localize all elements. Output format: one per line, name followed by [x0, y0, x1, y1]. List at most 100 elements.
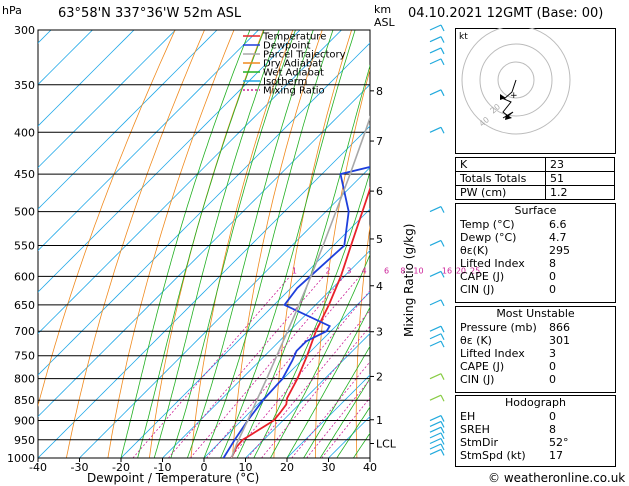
pressure-tick-label: 550	[14, 239, 35, 252]
isotherm-line	[203, 291, 370, 458]
wet-adiabat-line	[187, 30, 314, 458]
wind-barb-flag	[440, 240, 445, 247]
surface-row-cape: CAPE (J) 0	[456, 270, 615, 283]
surface-row-dewp: Dewp (°C) 4.7	[456, 231, 615, 244]
wind-barb	[429, 24, 442, 31]
mixing-ratio-label: 1	[292, 266, 297, 275]
wet-adiabat-line	[253, 170, 370, 458]
wet-adiabat-line	[203, 30, 334, 458]
pressure-tick-label: 600	[14, 270, 35, 283]
wet-adiabat-line	[220, 30, 356, 458]
wind-barb	[429, 239, 442, 247]
hodo-value-stmdir: 52°	[549, 436, 569, 449]
plot-frame	[37, 29, 371, 459]
asl-unit-label: ASL	[374, 16, 395, 29]
index-label-pw: PW (cm)	[455, 185, 546, 200]
wind-barb-flag	[440, 299, 445, 307]
index-value-pw: 1.2	[545, 185, 615, 200]
legend-label: Dewpoint	[263, 41, 311, 52]
hodo-value-sreh: 8	[549, 423, 556, 436]
surface-value-cape: 0	[549, 270, 556, 283]
surface-label-cape: CAPE (J)	[460, 270, 505, 283]
wind-barb	[429, 437, 442, 445]
wind-barb	[429, 448, 442, 455]
hodo-label-stmdir: StmDir	[460, 436, 499, 449]
legend-label: Temperature	[262, 32, 326, 43]
series-temperature-line	[230, 186, 370, 458]
wind-barb-flag	[440, 333, 445, 341]
mu-row-pressure: Pressure (mb) 866	[456, 321, 615, 334]
hodograph-plot: kt 20 40 +	[455, 25, 616, 158]
km-tick-label: LCL	[376, 437, 397, 450]
mu-label-cape: CAPE (J)	[460, 360, 505, 373]
wind-barb-flag	[440, 58, 445, 66]
mixing-ratio-line	[206, 276, 360, 458]
series-dewpoint-line	[222, 166, 370, 458]
hodo-row-eh: EH 0	[456, 410, 615, 423]
wind-barb-flag	[440, 449, 445, 456]
legend-label: Isotherm	[263, 77, 307, 88]
pressure-tick-label: 900	[14, 415, 35, 428]
hodograph-panel: Hodograph EH 0 SREH 8 StmDir 52° StmSpd (kt…	[455, 395, 616, 467]
mixing-ratio-label: 6	[384, 266, 389, 275]
wind-barb-flag	[440, 340, 445, 348]
wet-adiabat-line	[286, 306, 370, 458]
isotherm-line	[286, 374, 370, 458]
mu-row-lifted-index: Lifted Index 3	[456, 347, 615, 360]
pressure-tick-label: 1000	[7, 452, 35, 465]
most-unstable-title: Most Unstable	[496, 307, 575, 320]
mixing-ratio-label: 25	[470, 266, 480, 275]
surface-row-theta-e: θε(K) 295	[456, 244, 615, 257]
x-tick-label: -10	[154, 461, 172, 474]
mixing-ratio-line	[190, 276, 345, 458]
surface-label-theta-e: θε(K)	[460, 244, 489, 257]
x-tick-label: 0	[201, 461, 208, 474]
legend-label: Wet Adiabat	[263, 68, 324, 79]
isotherm-line	[245, 332, 370, 458]
wind-barb	[429, 126, 442, 133]
wind-barb	[429, 414, 442, 422]
mu-label-pressure: Pressure (mb)	[460, 321, 537, 334]
location-title: 63°58'N 337°36'W 52m ASL	[58, 6, 242, 21]
mixing-ratio-label: 4	[362, 266, 367, 275]
isotherm-line	[38, 30, 260, 252]
pressure-tick-label: 950	[14, 434, 35, 447]
wind-barb-flag	[440, 432, 445, 440]
x-tick-label: -40	[29, 461, 47, 474]
hodograph-storm-marker: +	[510, 91, 518, 101]
wet-adiabat-line	[303, 345, 370, 458]
wind-barb-flag	[440, 438, 445, 445]
index-label-k: K	[455, 157, 546, 172]
dry-adiabat-line	[107, 30, 235, 458]
surface-row-cin: CIN (J) 0	[456, 283, 615, 296]
mu-value-cape: 0	[549, 360, 556, 373]
surface-title: Surface	[514, 204, 557, 217]
hpa-unit-label: hPa	[2, 4, 22, 17]
mixing-ratio-label: 3	[346, 266, 351, 275]
km-tick-label: 7	[376, 135, 383, 148]
mu-value-pressure: 866	[549, 321, 570, 334]
km-tick-label: 1	[376, 414, 383, 427]
x-tick-label: 40	[363, 461, 377, 474]
hodo-label-stmspd: StmSpd (kt)	[460, 449, 526, 462]
legend-label: Dry Adiabat	[263, 59, 322, 70]
isotherm-line	[79, 166, 370, 458]
wind-barb	[429, 340, 442, 347]
surface-row-temp: Temp (°C) 6.6	[456, 218, 615, 231]
isotherm-line	[38, 42, 370, 376]
wind-barb-flag	[440, 426, 445, 434]
indices-table: K 23 Totals Totals 51 PW (cm) 1.2	[455, 157, 615, 200]
wind-barb-flag	[440, 421, 445, 428]
wind-barb-flag	[440, 394, 445, 402]
wind-barb	[429, 432, 442, 439]
wind-barb-flag	[440, 325, 445, 333]
most-unstable-panel: Most Unstable Pressure (mb) 866 θε (K) 301…	[455, 306, 616, 393]
km-tick-label: 8	[376, 85, 383, 98]
wind-barb-flag	[440, 24, 445, 32]
mu-value-theta-e: 301	[549, 334, 570, 347]
pressure-tick-label: 300	[14, 24, 35, 37]
surface-label-dewp: Dewp (°C)	[460, 231, 517, 244]
wind-barb	[429, 206, 442, 213]
isotherm-line	[38, 83, 370, 418]
mu-value-cin: 0	[549, 373, 556, 386]
